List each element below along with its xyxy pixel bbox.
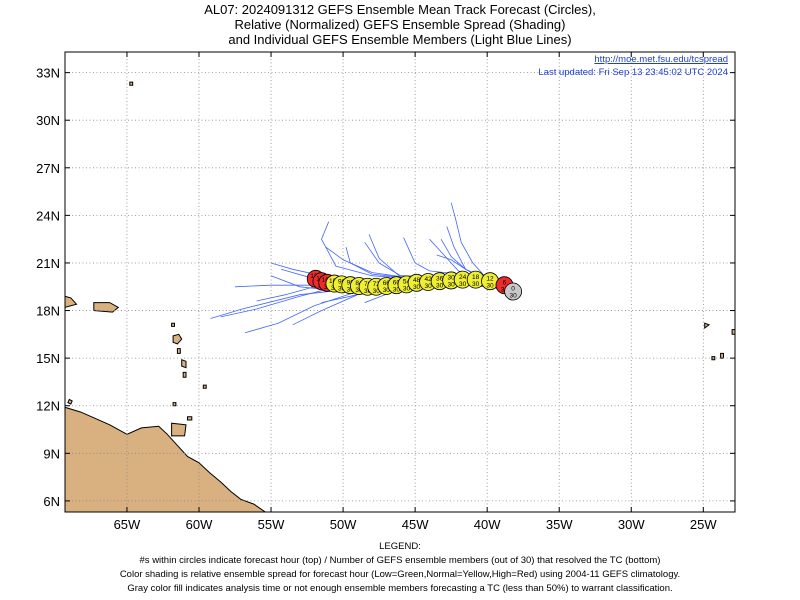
lat-tick-label: 30N [36,113,60,128]
member-count-label: 30 [364,288,372,295]
legend-heading: LEGEND: [379,541,421,552]
member-count-label: 30 [486,282,494,289]
ensemble-member-tracks [210,202,509,334]
forecast-hour-label: 12 [486,275,494,282]
forecast-hour-label: 48 [413,277,421,284]
lat-tick-label: 15N [36,351,60,366]
forecast-circle [504,282,523,301]
tobago-island [187,416,193,421]
lon-tick-label: 25W [690,517,717,532]
lat-tick-label: 21N [36,256,60,271]
hispaniola-island [65,295,78,308]
map-title-line-1: AL07: 2024091312 GEFS Ensemble Mean Trac… [204,2,596,17]
grenada-island [172,402,177,407]
lat-tick-label: 12N [36,399,60,414]
forecast-hour-label: 72 [373,281,381,288]
forecast-hour-label: 60 [393,279,401,286]
mean-track-point: 030 [504,282,523,301]
lon-tick-label: 40W [474,517,501,532]
forecast-hour-label: 54 [403,279,411,286]
puerto-rico-island [93,302,120,313]
bermuda-island [129,81,134,86]
member-count-label: 30 [436,282,444,289]
member-count-label: 30 [338,286,346,293]
martinique-island [181,358,187,369]
lat-tick-label: 27N [36,161,60,176]
longitude-axis: 65W 60W 55W 50W 45W 40W 35W 30W 25W [114,52,717,532]
lon-tick-label: 50W [330,517,357,532]
forecast-hour-label: 84 [355,280,363,287]
forecast-hour-label: 96 [338,279,346,286]
lon-tick-label: 30W [618,517,645,532]
member-count-label: 30 [373,288,381,295]
dominica-island [176,348,181,354]
guadeloupe-island [172,333,183,345]
forecast-hour-label: 6 [503,279,507,286]
lon-tick-label: 45W [402,517,429,532]
member-count-label: 30 [347,286,355,293]
curacao-island [67,398,73,405]
trinidad-island [171,422,187,437]
member-count-label: 30 [403,286,411,293]
cape-verde-island-1 [704,322,711,329]
land-masses [65,81,735,512]
member-count-label: 30 [393,286,401,293]
forecast-hour-label: 24 [459,274,467,281]
lat-tick-label: 9N [43,446,60,461]
member-count-label: 30 [472,281,480,288]
legend-line-1: #s within circles indicate forecast hour… [139,555,661,566]
map-title-line-2: Relative (Normalized) GEFS Ensemble Spre… [234,17,566,32]
mean-track-circles: 1203011430108301023096309030843078307230… [306,269,523,301]
forecast-hour-label: 18 [472,274,480,281]
lat-tick-label: 33N [36,66,60,81]
cape-verde-island-3 [731,329,735,335]
forecast-hour-label: 66 [383,280,391,287]
member-count-label: 30 [413,284,421,291]
last-updated-text: Last updated: Fri Sep 13 23:45:02 UTC 20… [538,67,728,78]
cape-verde-island-2 [720,352,724,359]
south-america-land [65,406,267,512]
lon-tick-label: 60W [186,517,213,532]
lat-tick-label: 6N [43,494,60,509]
barbados-island [202,384,207,389]
legend-line-3: Gray color fill indicates analysis time … [127,583,673,594]
source-url-link[interactable]: http://moe.met.fsu.edu/tcspread [594,54,728,65]
forecast-hour-label: 0 [511,286,515,293]
lat-tick-label: 18N [36,304,60,319]
lon-tick-label: 35W [546,517,573,532]
member-count-label: 30 [459,281,467,288]
lon-tick-label: 65W [114,517,141,532]
forecast-hour-label: 42 [424,276,432,283]
member-count-label: 30 [355,287,363,294]
map-frame [64,51,736,513]
forecast-hour-label: 36 [436,275,444,282]
forecast-hour-label: 90 [347,279,355,286]
antigua-island [171,322,175,327]
legend-line-2: Color shading is relative ensemble sprea… [119,569,681,580]
st-lucia-island [182,371,187,378]
latitude-axis: 6N 9N 12N 15N 18N 21N 24N 27N 30N 33N [36,66,735,509]
map-title-line-3: and Individual GEFS Ensemble Members (Li… [228,32,572,47]
member-count-label: 30 [383,287,391,294]
forecast-hour-label: 30 [448,275,456,282]
member-count-label: 30 [448,282,456,289]
lat-tick-label: 24N [36,208,60,223]
member-count-label: 30 [424,283,432,290]
member-count-label: 30 [509,293,517,300]
lon-tick-label: 55W [258,517,285,532]
